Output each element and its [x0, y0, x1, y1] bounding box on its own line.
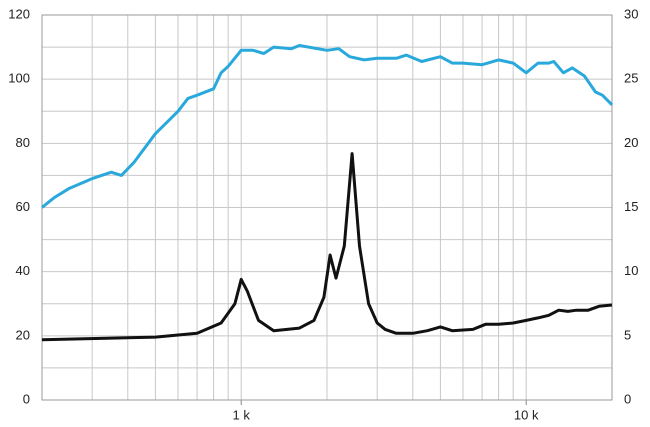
x-tick-label: 1 k — [233, 407, 251, 422]
y2-tick-label: 20 — [624, 135, 638, 150]
y2-tick-label: 25 — [624, 71, 638, 86]
y2-tick-label: 5 — [624, 327, 631, 342]
line-series — [41, 44, 614, 209]
y-tick-label: 60 — [16, 199, 30, 214]
y-tick-label: 40 — [16, 263, 30, 278]
y-tick-label: 0 — [23, 391, 30, 406]
y2-tick-label: 30 — [624, 6, 638, 21]
y-tick-label: 100 — [8, 71, 30, 86]
y-tick-label: 20 — [16, 327, 30, 342]
y-tick-label: 80 — [16, 135, 30, 150]
y2-tick-label: 0 — [624, 391, 631, 406]
y2-tick-label: 15 — [624, 199, 638, 214]
y-tick-label: 120 — [8, 6, 30, 21]
line-series — [41, 152, 613, 342]
x-tick-label: 10 k — [514, 407, 539, 422]
y2-tick-label: 10 — [624, 263, 638, 278]
